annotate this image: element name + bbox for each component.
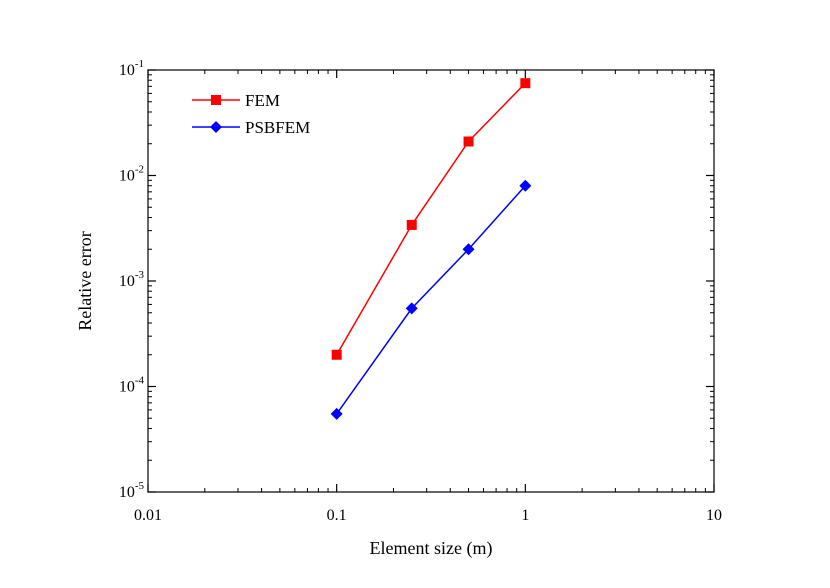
data-point-psbfem [462, 243, 475, 256]
y-tick-label: 10-1 [119, 58, 144, 79]
x-tick-label: 1 [521, 507, 529, 524]
x-tick-label: 10 [706, 507, 722, 524]
y-tick-base: 10 [119, 273, 135, 290]
x-tick-labels: 0.01 0.1 1 10 [134, 507, 722, 524]
plot-frame [147, 69, 715, 493]
y-tick-base: 10 [119, 62, 135, 79]
data-point-psbfem [519, 179, 532, 192]
major-ticks [147, 69, 715, 493]
x-tick-label: 0.1 [327, 507, 347, 524]
data-point-fem [331, 349, 342, 360]
series-line-fem [336, 82, 526, 356]
series-markers [330, 78, 532, 420]
x-axis-label: Element size (m) [370, 538, 493, 559]
legend-marker [210, 121, 222, 133]
y-tick-label: 10-5 [119, 480, 145, 501]
data-point-fem [520, 78, 531, 89]
y-tick-exponent: -5 [135, 480, 145, 492]
y-tick-base: 10 [119, 379, 135, 396]
legend-marker [211, 95, 221, 105]
y-tick-base: 10 [119, 168, 135, 185]
data-point-psbfem [330, 407, 343, 420]
data-point-psbfem [405, 302, 418, 315]
y-tick-label: 10-4 [119, 375, 145, 396]
data-point-fem [463, 136, 474, 147]
y-axis-label: Relative error [75, 231, 95, 330]
data-point-fem [406, 219, 417, 230]
y-tick-label: 10-2 [119, 164, 144, 185]
y-tick-exponent: -4 [135, 375, 145, 387]
y-tick-exponent: -1 [135, 58, 144, 70]
y-tick-exponent: -2 [135, 164, 144, 176]
series-line-psbfem [336, 185, 526, 415]
y-tick-exponent: -3 [135, 269, 145, 281]
y-tick-label: 10-3 [119, 269, 145, 290]
y-tick-labels: 10-510-410-310-210-1 [119, 58, 145, 501]
y-tick-base: 10 [119, 484, 135, 501]
series-lines [336, 82, 526, 415]
x-tick-label: 0.01 [134, 507, 162, 524]
legend-label: FEM [245, 91, 280, 110]
legend-label: PSBFEM [245, 118, 310, 137]
minor-ticks [148, 70, 714, 492]
legend: FEM PSBFEM [192, 91, 310, 137]
